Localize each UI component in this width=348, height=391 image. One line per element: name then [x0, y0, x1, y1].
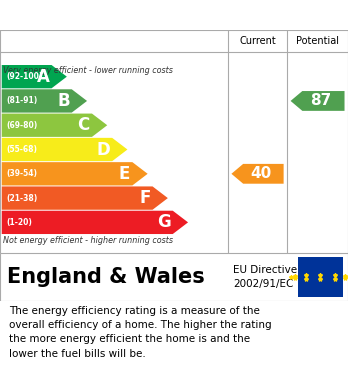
Text: (69-80): (69-80) [6, 121, 37, 130]
Text: G: G [157, 213, 171, 231]
Text: EU Directive
2002/91/EC: EU Directive 2002/91/EC [233, 265, 297, 289]
Text: (81-91): (81-91) [6, 97, 37, 106]
Text: (21-38): (21-38) [6, 194, 37, 203]
Text: (1-20): (1-20) [6, 218, 32, 227]
Polygon shape [2, 138, 127, 161]
Text: F: F [139, 189, 150, 207]
Text: (39-54): (39-54) [6, 169, 37, 178]
Text: The energy efficiency rating is a measure of the
overall efficiency of a home. T: The energy efficiency rating is a measur… [9, 305, 271, 359]
Polygon shape [2, 162, 148, 185]
Text: (55-68): (55-68) [6, 145, 37, 154]
Text: D: D [96, 140, 110, 158]
Polygon shape [2, 65, 67, 88]
Text: A: A [37, 68, 49, 86]
Text: E: E [119, 165, 130, 183]
Polygon shape [2, 89, 87, 113]
Text: Current: Current [239, 36, 276, 46]
Text: B: B [57, 92, 70, 110]
Text: 87: 87 [310, 93, 331, 108]
Text: Energy Efficiency Rating: Energy Efficiency Rating [10, 6, 239, 24]
Text: Potential: Potential [296, 36, 339, 46]
Polygon shape [2, 211, 188, 234]
Text: Very energy efficient - lower running costs: Very energy efficient - lower running co… [3, 66, 173, 75]
Polygon shape [291, 91, 345, 111]
Text: 40: 40 [250, 166, 271, 181]
Text: Not energy efficient - higher running costs: Not energy efficient - higher running co… [3, 236, 174, 245]
Text: (92-100): (92-100) [6, 72, 42, 81]
Polygon shape [2, 113, 107, 137]
Polygon shape [2, 187, 168, 210]
Bar [298, 257, 343, 297]
Polygon shape [231, 164, 284, 184]
Text: England & Wales: England & Wales [7, 267, 205, 287]
Text: C: C [78, 116, 90, 134]
